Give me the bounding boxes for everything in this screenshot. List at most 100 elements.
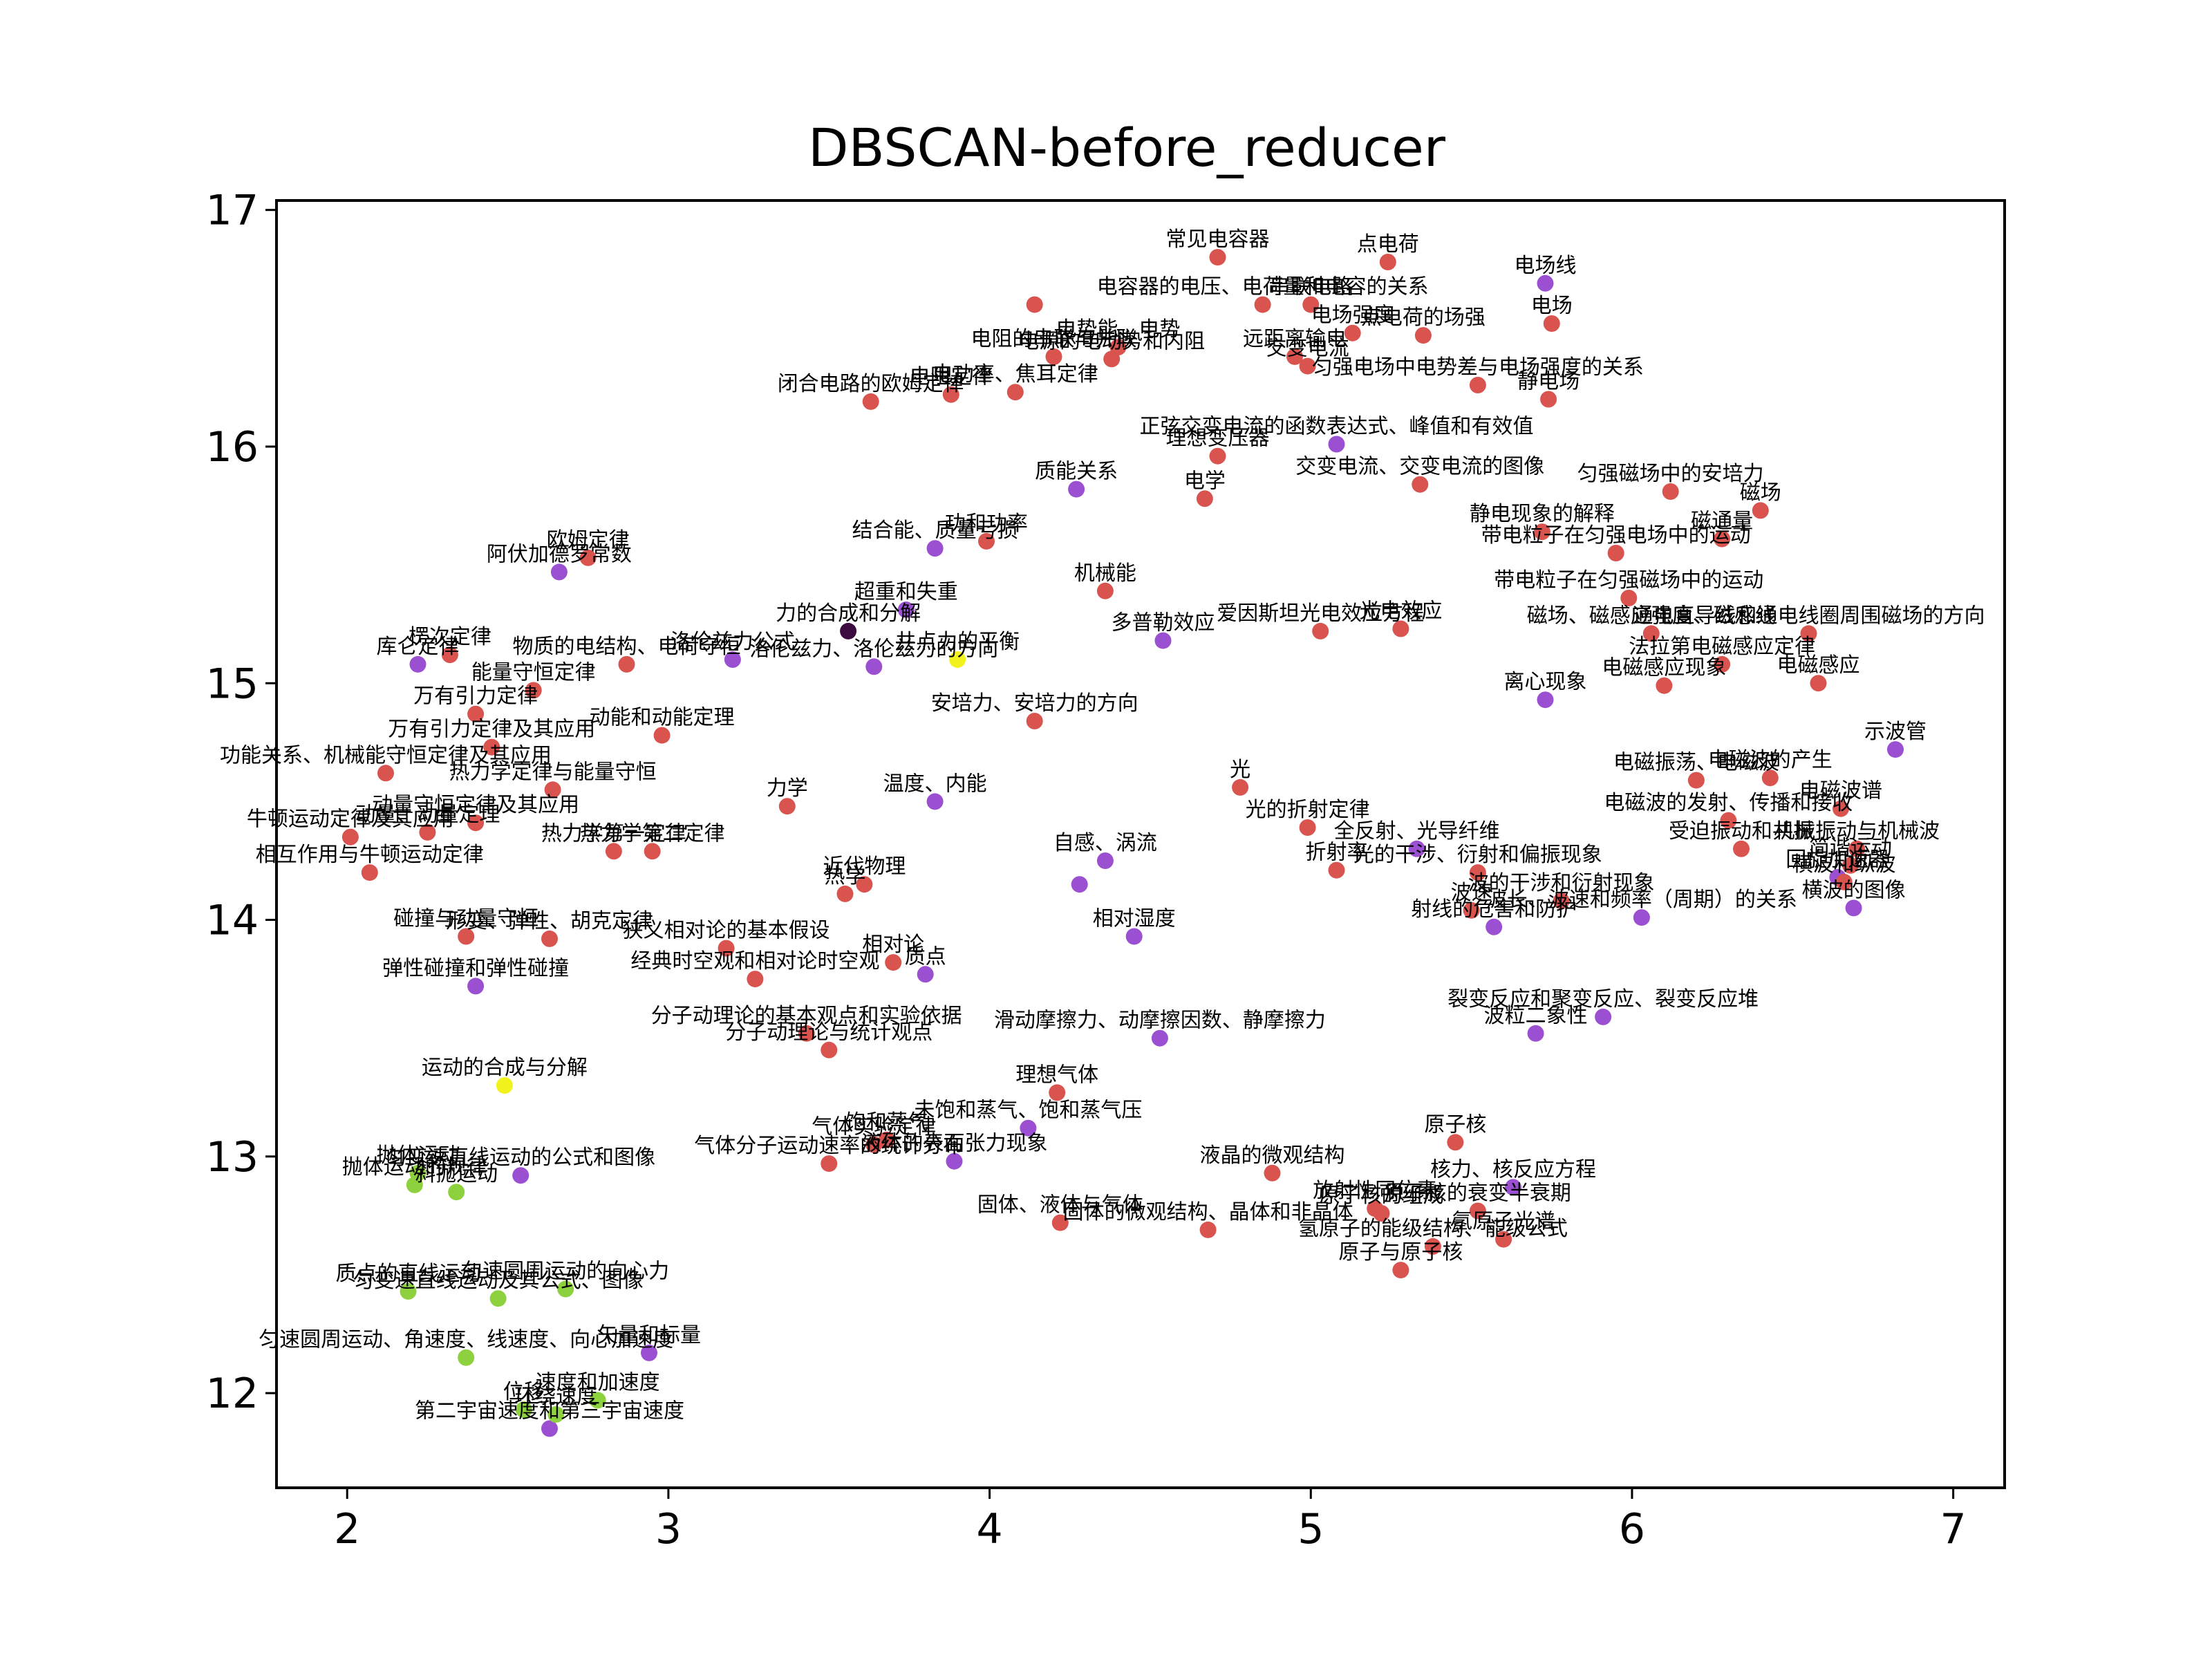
x-tick-label: 7 <box>1940 1505 1967 1553</box>
point-label: 交变电流、交变电流的图像 <box>1295 455 1544 479</box>
data-point <box>1299 819 1316 836</box>
data-point <box>515 1401 532 1418</box>
point-label: 波速 <box>1451 881 1492 905</box>
point-label: 机械能 <box>1074 561 1136 586</box>
data-point <box>1553 893 1570 910</box>
data-point <box>1800 625 1817 642</box>
point-label: 匀变速直线运动的公式和图像 <box>386 1146 655 1170</box>
data-point <box>1020 1119 1037 1137</box>
data-point <box>541 1420 558 1437</box>
data-point <box>747 971 764 988</box>
point-label: 气体实验定律 <box>812 1115 936 1139</box>
data-point <box>541 930 558 947</box>
point-label: 光 <box>1230 758 1250 782</box>
point-label: 匀变速直线运动及其公式、图像 <box>353 1269 644 1293</box>
point-label: 正弦交变电流的函数表达式、峰值和有效值 <box>1140 415 1534 439</box>
point-label: 万有引力定律及其应用 <box>388 718 595 742</box>
data-point <box>1209 249 1226 266</box>
data-point <box>1469 864 1486 881</box>
point-label: 回旋加速器 <box>1785 848 1889 872</box>
data-point <box>1373 1205 1390 1222</box>
x-tick-label: 5 <box>1297 1505 1324 1553</box>
data-point <box>1096 852 1114 869</box>
point-label: 热力学定律与能量守恒 <box>449 760 657 784</box>
data-point <box>1833 800 1849 817</box>
point-label: 裂变反应和聚变反应、裂变反应堆 <box>1447 987 1759 1011</box>
point-label: 横波的图像 <box>1802 878 1906 902</box>
data-point <box>865 658 883 675</box>
point-label: 简谐运动 <box>1809 836 1892 860</box>
data-point <box>926 793 944 810</box>
point-label: 机械振动与机械波 <box>1774 819 1940 843</box>
data-point <box>1125 928 1143 945</box>
point-label: 共点力的平衡 <box>895 630 1020 654</box>
data-point <box>1662 483 1679 500</box>
point-label: 抛体运动 <box>377 1143 460 1168</box>
data-point <box>1051 1214 1069 1231</box>
data-point <box>605 843 622 860</box>
point-label: 电容器的电压、电荷量和电容的关系 <box>1097 275 1429 299</box>
data-point <box>1232 778 1249 796</box>
data-point <box>1633 909 1650 926</box>
point-label: 抛体运动的规律 <box>342 1155 487 1179</box>
data-point <box>618 655 635 673</box>
point-label: 电磁波的产生 <box>1708 748 1833 772</box>
data-point <box>1543 315 1560 332</box>
point-label: 固体、液体与气体 <box>977 1193 1143 1217</box>
data-point <box>1424 1238 1441 1255</box>
data-point <box>579 549 597 566</box>
point-label: 质点 <box>905 944 946 969</box>
data-point <box>1845 899 1862 917</box>
point-label: 功和功率 <box>945 512 1028 536</box>
data-point <box>1527 1025 1544 1042</box>
point-label: 碰撞与动量守恒 <box>393 907 538 931</box>
point-label: 点电荷的场强 <box>1361 306 1485 330</box>
data-point <box>1286 348 1303 365</box>
data-point <box>856 876 873 893</box>
point-label: 气体分子运动速率的统计分布 <box>694 1134 964 1158</box>
point-label: 通电直导线和通电线圈周围磁场的方向 <box>1633 604 1985 628</box>
point-label: 电磁感应 <box>1777 653 1860 678</box>
point-label: 质能关系 <box>1035 460 1118 484</box>
data-point <box>917 966 934 983</box>
point-label: 自感、涡流 <box>1053 831 1157 855</box>
data-point <box>1344 324 1361 342</box>
data-point <box>1687 772 1705 789</box>
data-point <box>1607 545 1624 561</box>
data-point <box>1835 873 1853 890</box>
point-label: 能量守恒定律 <box>471 661 596 685</box>
point-label: 矢量和标量 <box>597 1323 701 1347</box>
data-point <box>724 651 741 668</box>
point-label: 离心现象 <box>1504 670 1587 694</box>
point-label: 匀强电场中电势差与电场强度的关系 <box>1312 355 1644 380</box>
point-label: 电场 <box>1531 294 1573 318</box>
data-point <box>525 682 542 699</box>
point-label: 电磁感应现象 <box>1602 656 1726 680</box>
point-label: 电磁振荡、电磁波 <box>1613 751 1779 775</box>
point-label: 电阻的串联与并联 <box>971 327 1137 351</box>
data-point <box>865 1136 883 1153</box>
data-point <box>821 1041 838 1058</box>
point-label: 匀速圆周运动、角速度、线速度、向心加速度 <box>259 1328 673 1352</box>
data-point <box>1006 384 1024 401</box>
data-point <box>544 781 561 799</box>
point-label: 静电现象的解释 <box>1470 502 1615 526</box>
data-point <box>1328 861 1345 879</box>
y-tick-label: 17 <box>206 187 259 235</box>
point-label: 爱因斯坦光电效应方程 <box>1217 601 1424 626</box>
x-tick-label: 3 <box>655 1505 682 1553</box>
data-point <box>1495 1231 1512 1248</box>
chart-title: DBSCAN-before_reducer <box>808 117 1446 178</box>
data-point <box>1537 274 1554 292</box>
point-label: 质点的直线运动 <box>336 1262 481 1286</box>
data-point <box>496 1077 513 1094</box>
point-label: 力的合成和分解 <box>776 601 921 626</box>
point-label: 动能和动能定理 <box>590 706 735 730</box>
point-label: 滑动摩擦力、动摩擦因数、静摩擦力 <box>994 1009 1326 1033</box>
point-label: 匀速圆周运动的向心力 <box>462 1260 669 1284</box>
point-label: 楞次定律 <box>409 625 491 649</box>
point-label: 电功率、焦耳定律 <box>932 362 1098 386</box>
data-point <box>547 1406 565 1423</box>
point-label: 点电荷 <box>1357 232 1419 256</box>
point-label: 多普勒效应 <box>1112 611 1215 635</box>
